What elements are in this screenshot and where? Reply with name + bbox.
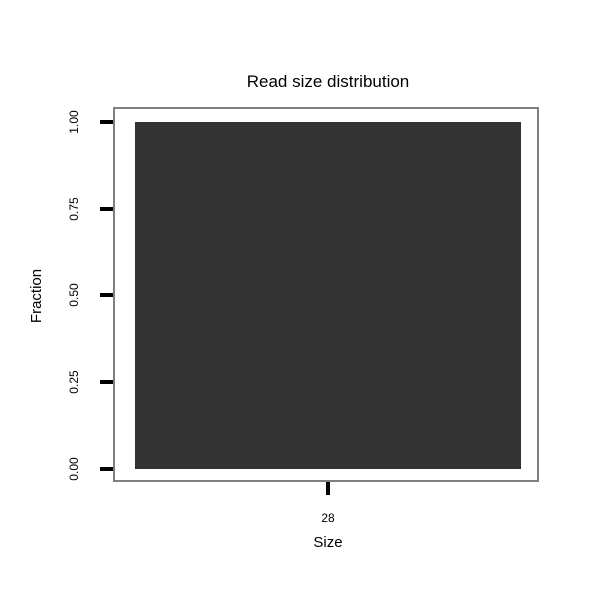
bar-28 <box>135 122 521 469</box>
chart-title: Read size distribution <box>246 72 410 91</box>
x-tick-mark-28 <box>326 482 330 495</box>
y-tick-mark-1-00 <box>100 120 113 124</box>
y-tick-mark-0-25 <box>100 380 113 384</box>
y-tick-label-1-00: 1.00 <box>67 110 81 134</box>
y-tick-label-0-25: 0.25 <box>67 370 81 394</box>
y-tick-mark-0-50 <box>100 293 113 297</box>
y-tick-mark-0-00 <box>100 467 113 471</box>
plot-area <box>115 109 537 480</box>
y-tick-label-0-75: 0.75 <box>67 197 81 221</box>
y-tick-label-0-00: 0.00 <box>67 457 81 481</box>
x-axis-label: Size <box>313 534 343 551</box>
x-tick-label-28: 28 <box>321 511 335 525</box>
y-tick-label-0-50: 0.50 <box>67 283 81 307</box>
y-axis-label: Fraction <box>28 268 45 324</box>
y-tick-mark-0-75 <box>100 207 113 211</box>
